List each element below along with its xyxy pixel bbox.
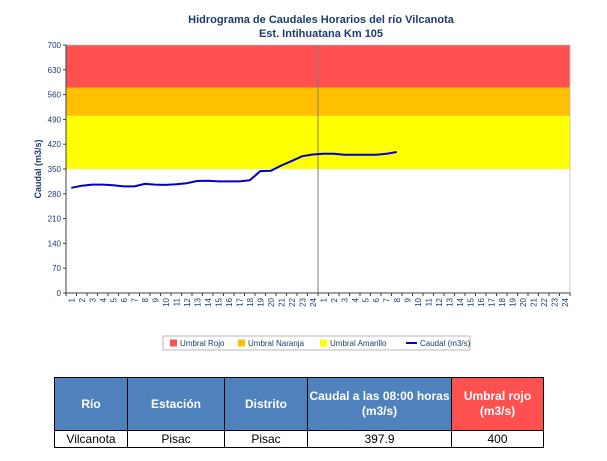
legend-label: Umbral Amarillo — [330, 339, 387, 348]
series-layer — [71, 151, 397, 189]
series-line-caudal — [71, 151, 397, 189]
x-tick-label: 18 — [246, 297, 255, 306]
cell-caudal: 397.9 — [307, 430, 452, 448]
x-tick-label: 17 — [235, 297, 244, 306]
y-axis-label: Caudal (m3/s) — [33, 139, 43, 198]
y-tick-label: 420 — [48, 140, 62, 149]
x-tick-label: 8 — [141, 297, 150, 302]
x-tick-label: 12 — [435, 297, 444, 306]
summary-table: Río Estación Distrito Caudal a las 08:00… — [54, 377, 544, 448]
table-header-row: Río Estación Distrito Caudal a las 08:00… — [54, 377, 544, 431]
x-tick-label: 1 — [319, 297, 328, 302]
y-tick-label: 70 — [52, 264, 61, 273]
y-tick-label: 630 — [48, 66, 62, 75]
legend-label: Umbral Rojo — [180, 339, 225, 348]
x-tick-label: 24 — [561, 297, 570, 306]
x-tick-label: 16 — [225, 297, 234, 306]
x-tick-label: 21 — [277, 297, 286, 306]
x-tick-label: 19 — [256, 297, 265, 306]
x-tick-label: 20 — [267, 297, 276, 306]
header-rio: Río — [54, 377, 128, 431]
x-tick-label: 15 — [214, 297, 223, 306]
x-tick-label: 7 — [382, 297, 391, 302]
legend-label: Caudal (m3/s) — [420, 339, 471, 348]
y-tick-label: 280 — [48, 190, 62, 199]
x-tick-label: 16 — [477, 297, 486, 306]
legend-swatch — [238, 339, 245, 347]
x-tick-label: 15 — [466, 297, 475, 306]
x-ticks: 1 2 3 4 5 6 7 8 9 10 11 12 13 14 15 16 17 18 19 20 21 22 23 24 1… — [65, 293, 571, 307]
x-tick-label: 23 — [298, 297, 307, 306]
x-tick-label: 3 — [88, 297, 97, 302]
header-caudal: Caudal a las 08:00 horas (m3/s) — [307, 377, 452, 431]
x-tick-label: 17 — [487, 297, 496, 306]
y-tick-label: 350 — [48, 165, 62, 174]
y-tick-label: 700 — [48, 41, 62, 50]
x-tick-label: 21 — [529, 297, 538, 306]
x-tick-label: 19 — [508, 297, 517, 306]
y-tick-label: 0 — [57, 289, 62, 298]
header-distrito: Distrito — [224, 377, 308, 431]
chart-legend: Umbral Rojo Umbral Naranja Umbral Amarillo… — [162, 335, 471, 351]
cell-umbral-rojo: 400 — [451, 430, 544, 448]
x-tick-label: 23 — [550, 297, 559, 306]
x-tick-label: 2 — [78, 297, 87, 302]
chart-title: Hidrograma de Caudales Horarios del río … — [188, 14, 455, 26]
x-tick-label: 5 — [361, 297, 370, 302]
x-tick-label: 24 — [309, 297, 318, 306]
x-tick-label: 7 — [130, 297, 139, 302]
legend-swatch — [170, 339, 177, 347]
x-tick-label: 9 — [403, 297, 412, 302]
x-tick-label: 2 — [330, 297, 339, 302]
legend-label: Umbral Naranja — [248, 339, 305, 348]
y-tick-label: 140 — [48, 239, 62, 248]
x-tick-label: 11 — [172, 297, 181, 306]
x-tick-label: 4 — [99, 297, 108, 302]
x-tick-label: 6 — [372, 297, 381, 302]
y-tick-label: 560 — [48, 91, 62, 100]
x-tick-label: 9 — [151, 297, 160, 302]
y-tick-label: 210 — [48, 215, 62, 224]
chart-subtitle: Est. Intihuatana Km 105 — [259, 28, 383, 40]
y-tick-label: 490 — [48, 115, 62, 124]
legend-swatch — [320, 339, 327, 347]
x-tick-label: 4 — [351, 297, 360, 302]
header-estacion: Estación — [127, 377, 225, 431]
table-row: Vilcanota Pisac Pisac 397.9 400 — [54, 430, 544, 448]
x-tick-label: 10 — [162, 297, 171, 306]
x-tick-label: 22 — [288, 297, 297, 306]
x-tick-label: 18 — [498, 297, 507, 306]
x-tick-label: 13 — [193, 297, 202, 306]
x-tick-label: 8 — [393, 297, 402, 302]
x-tick-label: 14 — [204, 297, 213, 306]
x-tick-label: 1 — [67, 297, 76, 302]
x-tick-label: 5 — [109, 297, 118, 302]
header-umbral-rojo: Umbral rojo (m3/s) — [451, 377, 544, 431]
x-tick-label: 12 — [183, 297, 192, 306]
x-tick-label: 10 — [414, 297, 423, 306]
cell-estacion: Pisac — [127, 430, 225, 448]
x-tick-label: 20 — [519, 297, 528, 306]
cell-rio: Vilcanota — [54, 430, 128, 448]
y-ticks: 0 70 140 210 280 350 420 490 560 630 700 — [48, 41, 66, 298]
x-tick-label: 6 — [120, 297, 129, 302]
x-tick-label: 14 — [456, 297, 465, 306]
cell-distrito: Pisac — [224, 430, 308, 448]
x-tick-label: 22 — [540, 297, 549, 306]
x-tick-label: 13 — [445, 297, 454, 306]
x-tick-label: 11 — [424, 297, 433, 306]
x-tick-label: 3 — [340, 297, 349, 302]
